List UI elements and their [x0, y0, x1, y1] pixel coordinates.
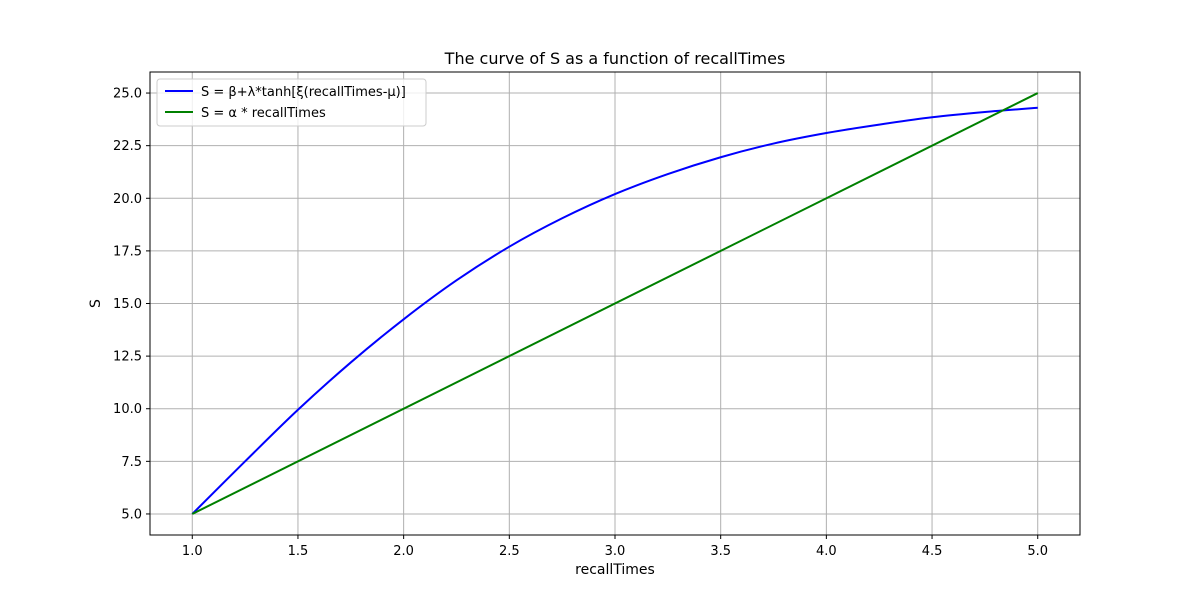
legend: S = β+λ*tanh[ξ(recallTimes-μ)] S = α * r…: [156, 78, 427, 127]
y-tick-label: 20.0: [113, 192, 142, 207]
y-tick-label: 12.5: [113, 350, 142, 365]
x-tick-label: 4.0: [816, 544, 837, 559]
x-axis-label: recallTimes: [575, 562, 655, 578]
series-line-0: [191, 106, 1038, 515]
x-tick-label: 3.0: [605, 544, 626, 559]
x-tick-label: 2.0: [393, 544, 414, 559]
x-tick-label: 3.5: [710, 544, 731, 559]
legend-entry-1: S = α * recallTimes: [201, 106, 326, 121]
x-tick-label: 1.5: [288, 544, 309, 559]
y-tick-label: 5.0: [121, 507, 142, 522]
y-tick-label: 25.0: [113, 87, 142, 102]
y-tick-label: 15.0: [113, 297, 142, 312]
x-tick-label: 4.5: [922, 544, 943, 559]
legend-entry-0: S = β+λ*tanh[ξ(recallTimes-μ)]: [201, 85, 406, 100]
y-tick-label: 10.0: [113, 402, 142, 417]
legend-box: [156, 78, 427, 127]
series-layer: [191, 92, 1039, 515]
y-tick-label: 17.5: [113, 244, 142, 259]
x-tick-label: 2.5: [499, 544, 520, 559]
x-tick-label: 1.0: [182, 544, 203, 559]
y-axis-label: S: [88, 299, 104, 308]
y-tick-label: 7.5: [121, 455, 142, 470]
ticks-layer: 1.0 1.5 2.0 2.5 3.0 3.5 4.0 4.5 5.0 5.0 7.5 10.0 12.…: [113, 87, 1048, 559]
series-line-1: [191, 92, 1039, 515]
x-tick-label: 5.0: [1027, 544, 1048, 559]
y-tick-label: 22.5: [113, 139, 142, 154]
chart-title: The curve of S as a function of recallTi…: [444, 49, 786, 68]
